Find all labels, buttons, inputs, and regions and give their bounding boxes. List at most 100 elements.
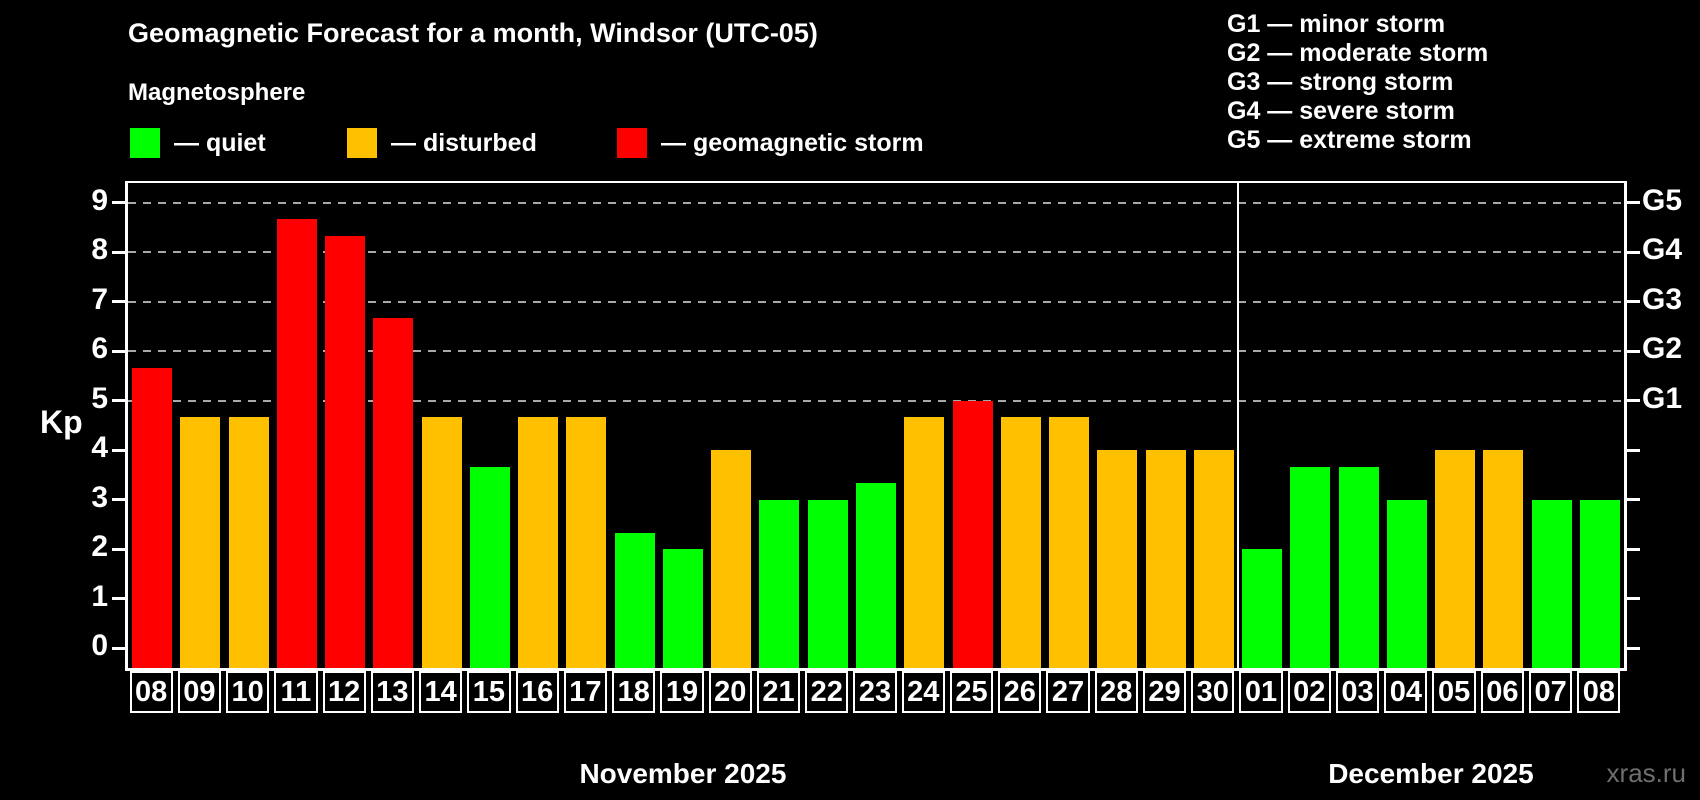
kp-bar-day-24	[904, 417, 945, 668]
right-tick-7	[1627, 300, 1640, 304]
left-tick-7	[112, 300, 125, 304]
y-tick-label-6: 6	[91, 332, 108, 366]
y-tick-label-7: 7	[91, 282, 108, 316]
quiet-color-swatch	[130, 128, 160, 158]
kp-bar-day-22	[807, 499, 848, 668]
g5-legend-line: G5 — extreme storm	[1227, 126, 1472, 154]
kp-bar-day-27	[1049, 417, 1090, 668]
day-label-07: 07	[1528, 671, 1573, 713]
gridline-kp5	[128, 399, 1624, 402]
gridline-kp8	[128, 251, 1624, 254]
right-tick-5	[1627, 399, 1640, 403]
legend-item-disturbed: — disturbed	[347, 126, 537, 160]
g3-legend-line: G3 — strong storm	[1227, 68, 1454, 96]
plot-bottom-spine	[125, 668, 1627, 671]
day-label-23: 23	[853, 671, 897, 713]
legend-item-quiet: — quiet	[130, 126, 266, 160]
kp-bar-day-04	[1386, 499, 1427, 668]
right-tick-6	[1627, 349, 1640, 353]
day-label-12: 12	[322, 671, 366, 713]
day-label-08: 08	[129, 671, 173, 713]
y-tick-label-9: 9	[91, 183, 108, 217]
kp-bar-day-11	[276, 219, 317, 668]
storm-color-swatch	[617, 128, 647, 158]
right-tick-8	[1627, 250, 1640, 254]
left-tick-4	[112, 448, 125, 452]
right-tick-1	[1627, 597, 1640, 601]
right-tick-4	[1627, 448, 1640, 452]
kp-bar-day-26	[1000, 417, 1041, 668]
kp-bar-day-25	[952, 400, 993, 668]
left-tick-2	[112, 547, 125, 551]
day-label-04: 04	[1384, 671, 1428, 713]
month-label-november: November 2025	[579, 758, 787, 789]
day-label-25: 25	[949, 671, 994, 713]
g-tick-label-g4: G4	[1642, 233, 1683, 267]
day-label-17: 17	[563, 671, 608, 713]
day-label-06: 06	[1480, 671, 1524, 713]
legend-label-quiet: — quiet	[174, 128, 266, 157]
kp-bar-day-17	[566, 417, 607, 668]
left-tick-6	[112, 349, 125, 353]
y-axis-left-spine	[125, 181, 128, 671]
watermark: xras.ru	[1606, 758, 1686, 788]
kp-bar-day-16	[518, 417, 559, 668]
kp-bar-day-14	[421, 417, 462, 668]
kp-bar-day-20	[711, 450, 752, 668]
kp-bar-day-09	[180, 417, 221, 668]
kp-bar-day-03	[1338, 466, 1379, 668]
g-tick-label-g5: G5	[1642, 183, 1683, 217]
y-tick-label-0: 0	[91, 629, 108, 663]
left-tick-9	[112, 201, 125, 205]
legend-label-disturbed: — disturbed	[391, 128, 537, 157]
day-label-11: 11	[274, 671, 318, 713]
left-tick-5	[112, 399, 125, 403]
g-tick-label-g3: G3	[1642, 282, 1683, 316]
kp-bar-day-21	[759, 499, 800, 668]
y-tick-label-1: 1	[91, 579, 108, 613]
y-tick-label-3: 3	[91, 480, 108, 514]
day-label-24: 24	[901, 671, 945, 713]
left-tick-1	[112, 597, 125, 601]
disturbed-color-swatch	[347, 128, 377, 158]
g1-legend-line: G1 — minor storm	[1227, 10, 1446, 38]
month-label-december: December 2025	[1328, 758, 1534, 789]
g2-legend-line: G2 — moderate storm	[1227, 39, 1489, 67]
kp-bar-day-10	[228, 417, 269, 668]
day-label-01: 01	[1239, 671, 1283, 713]
day-label-28: 28	[1094, 671, 1138, 713]
day-label-29: 29	[1142, 671, 1187, 713]
right-tick-0	[1627, 646, 1640, 650]
kp-bar-day-02	[1290, 466, 1331, 668]
g-scale-legend: G1 — minor storm G2 — moderate storm G3 …	[1227, 10, 1488, 155]
y-tick-label-2: 2	[91, 530, 108, 564]
chart-subtitle: Magnetosphere	[128, 79, 306, 106]
right-tick-9	[1627, 201, 1640, 205]
kp-bar-day-30	[1193, 450, 1234, 668]
day-label-09: 09	[177, 671, 221, 713]
day-label-30: 30	[1191, 671, 1235, 713]
kp-bar-day-12	[325, 235, 366, 668]
gridline-kp6	[128, 350, 1624, 353]
y-tick-label-5: 5	[91, 381, 108, 415]
kp-bar-day-07	[1531, 499, 1572, 668]
y-axis-label: Kp	[40, 404, 83, 440]
g4-legend-line: G4 — severe storm	[1227, 97, 1455, 125]
kp-bar-day-19	[662, 549, 703, 668]
g-tick-label-g1: G1	[1642, 381, 1683, 415]
day-label-05: 05	[1432, 671, 1476, 713]
legend-item-storm: — geomagnetic storm	[617, 126, 924, 160]
kp-bar-day-05	[1435, 450, 1476, 668]
kp-bar-day-06	[1483, 450, 1524, 668]
left-tick-8	[112, 250, 125, 254]
day-label-27: 27	[1046, 671, 1090, 713]
kp-bar-day-13	[373, 318, 414, 668]
kp-bar-day-08	[1579, 499, 1620, 668]
left-tick-0	[112, 646, 125, 650]
kp-bar-day-08	[132, 367, 173, 668]
right-tick-3	[1627, 498, 1640, 502]
gridline-kp7	[128, 300, 1624, 303]
day-label-20: 20	[708, 671, 752, 713]
day-label-02: 02	[1287, 671, 1331, 713]
